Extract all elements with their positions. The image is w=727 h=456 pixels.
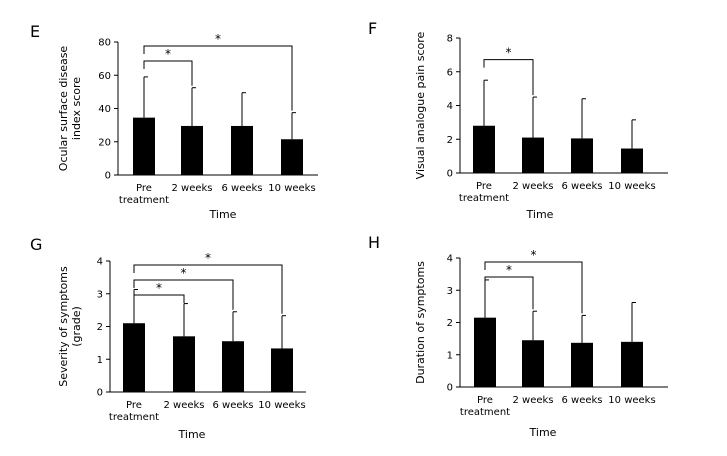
bar (571, 342, 593, 387)
bar (474, 317, 496, 387)
bar (621, 341, 643, 387)
significance-star: * (156, 281, 162, 295)
x-tick-label: Pre treatment (109, 400, 159, 423)
x-tick-label: Pre treatment (460, 395, 510, 418)
x-tick-label: 2 weeks (512, 181, 553, 192)
panel-letter: G (30, 235, 42, 254)
y-tick-label: 1 (97, 355, 103, 366)
y-tick-label: 2 (447, 318, 453, 329)
bar (222, 341, 244, 392)
significance-star: * (506, 46, 512, 60)
y-tick-label: 80 (98, 38, 111, 49)
significance-bracket (133, 264, 283, 314)
significance-bracket (484, 261, 583, 314)
panel-letter: H (368, 233, 380, 252)
y-tick-label: 2 (447, 135, 453, 146)
y-tick-label: 0 (447, 383, 453, 394)
y-tick-label: 4 (447, 101, 453, 112)
bar (231, 125, 253, 175)
x-tick-label: 2 weeks (512, 395, 553, 406)
y-axis-title: Duration of symptoms (414, 261, 427, 384)
bar (522, 137, 544, 173)
panel-letter: E (30, 22, 40, 41)
bar (181, 125, 203, 175)
y-axis-title: Ocular surface diseaseindex score (57, 46, 83, 172)
x-tick-label: 6 weeks (221, 183, 262, 194)
x-tick-label: 10 weeks (608, 181, 655, 192)
bar (281, 139, 303, 175)
bar (473, 125, 495, 173)
y-tick-label: 0 (97, 388, 103, 399)
y-tick-label: 20 (98, 137, 111, 148)
y-tick-label: 4 (97, 257, 103, 268)
x-tick-label: 10 weeks (258, 400, 305, 411)
x-tick-label: 10 weeks (608, 395, 655, 406)
significance-bracket (484, 276, 534, 310)
significance-star: * (215, 32, 221, 46)
bar (271, 348, 293, 392)
bar (133, 117, 155, 175)
x-tick-label: 2 weeks (163, 400, 204, 411)
x-tick-label: Pre treatment (459, 181, 509, 204)
significance-star: * (531, 248, 537, 262)
x-tick-label: Pre treatment (119, 183, 169, 206)
y-tick-label: 1 (447, 350, 453, 361)
x-tick-label: 6 weeks (561, 181, 602, 192)
significance-bracket (483, 59, 534, 96)
x-tick-label: 10 weeks (268, 183, 315, 194)
x-axis-title: Time (526, 208, 554, 221)
significance-star: * (165, 47, 171, 61)
x-axis-title: Time (529, 426, 557, 439)
significance-bracket (133, 279, 234, 310)
y-axis-title: Visual analogue pain score (414, 31, 427, 179)
y-tick-label: 0 (447, 169, 453, 180)
significance-bracket (143, 60, 193, 86)
y-axis-title: Severity of symptoms(grade) (57, 266, 83, 387)
bar (173, 336, 195, 392)
y-tick-label: 3 (97, 289, 103, 300)
y-tick-label: 2 (97, 322, 103, 333)
bar (571, 138, 593, 173)
y-tick-label: 6 (447, 67, 453, 78)
y-tick-label: 4 (447, 254, 453, 265)
x-axis-title: Time (178, 428, 206, 441)
x-tick-label: 6 weeks (561, 395, 602, 406)
x-tick-label: 6 weeks (212, 400, 253, 411)
significance-star: * (506, 263, 512, 277)
significance-bracket (133, 294, 185, 303)
y-tick-label: 3 (447, 286, 453, 297)
y-tick-label: 40 (98, 104, 111, 115)
bar (123, 323, 145, 392)
y-tick-label: 60 (98, 71, 111, 82)
significance-star: * (205, 251, 211, 265)
bar (621, 148, 643, 173)
significance-star: * (181, 266, 187, 280)
bar (522, 340, 544, 387)
significance-bracket (143, 45, 293, 111)
y-tick-label: 8 (447, 34, 453, 45)
panel-g: G 0 1 2 3 4 Pre treatment 2 weeks 6 weeks 10 weeks… (30, 235, 306, 441)
panel-letter: F (368, 19, 377, 38)
x-axis-title: Time (209, 208, 237, 221)
x-tick-label: 2 weeks (171, 183, 212, 194)
y-tick-label: 0 (105, 171, 111, 182)
